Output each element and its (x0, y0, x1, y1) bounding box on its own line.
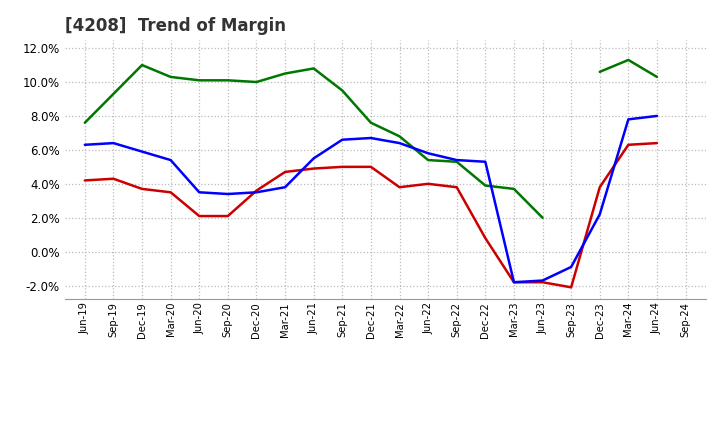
Net Income (510, 279, 518, 285)
Net Income (652, 140, 661, 146)
Ordinary Income (252, 190, 261, 195)
Net Income (481, 235, 490, 241)
Net Income (281, 169, 289, 175)
Ordinary Income (539, 278, 547, 283)
Net Income (138, 186, 146, 191)
Net Income (338, 164, 346, 169)
Line: Ordinary Income: Ordinary Income (85, 116, 657, 282)
Ordinary Income (652, 114, 661, 119)
Operating Cashflow (195, 78, 204, 83)
Net Income (539, 279, 547, 285)
Net Income (624, 142, 633, 147)
Operating Cashflow (310, 66, 318, 71)
Operating Cashflow (539, 215, 547, 220)
Operating Cashflow (481, 183, 490, 188)
Ordinary Income (452, 158, 461, 163)
Net Income (567, 285, 575, 290)
Operating Cashflow (81, 120, 89, 125)
Ordinary Income (281, 184, 289, 190)
Operating Cashflow (138, 62, 146, 68)
Line: Net Income: Net Income (85, 143, 657, 287)
Net Income (395, 184, 404, 190)
Ordinary Income (195, 190, 204, 195)
Net Income (366, 164, 375, 169)
Operating Cashflow (395, 134, 404, 139)
Ordinary Income (567, 264, 575, 270)
Net Income (81, 178, 89, 183)
Ordinary Income (624, 117, 633, 122)
Net Income (252, 188, 261, 193)
Text: [4208]  Trend of Margin: [4208] Trend of Margin (65, 17, 286, 35)
Operating Cashflow (252, 79, 261, 84)
Ordinary Income (424, 150, 433, 156)
Ordinary Income (481, 159, 490, 165)
Ordinary Income (338, 137, 346, 143)
Ordinary Income (81, 142, 89, 147)
Ordinary Income (109, 140, 118, 146)
Operating Cashflow (109, 91, 118, 96)
Net Income (195, 213, 204, 219)
Ordinary Income (510, 279, 518, 285)
Operating Cashflow (452, 159, 461, 165)
Net Income (166, 190, 175, 195)
Operating Cashflow (281, 71, 289, 76)
Operating Cashflow (510, 186, 518, 191)
Ordinary Income (166, 158, 175, 163)
Ordinary Income (223, 191, 232, 197)
Operating Cashflow (223, 78, 232, 83)
Net Income (452, 184, 461, 190)
Operating Cashflow (166, 74, 175, 80)
Net Income (310, 166, 318, 171)
Operating Cashflow (366, 120, 375, 125)
Ordinary Income (366, 136, 375, 141)
Line: Operating Cashflow: Operating Cashflow (85, 65, 543, 218)
Operating Cashflow (424, 158, 433, 163)
Ordinary Income (395, 140, 404, 146)
Net Income (223, 213, 232, 219)
Ordinary Income (138, 149, 146, 154)
Operating Cashflow (338, 88, 346, 93)
Net Income (424, 181, 433, 187)
Ordinary Income (310, 156, 318, 161)
Net Income (109, 176, 118, 181)
Net Income (595, 184, 604, 190)
Ordinary Income (595, 212, 604, 217)
